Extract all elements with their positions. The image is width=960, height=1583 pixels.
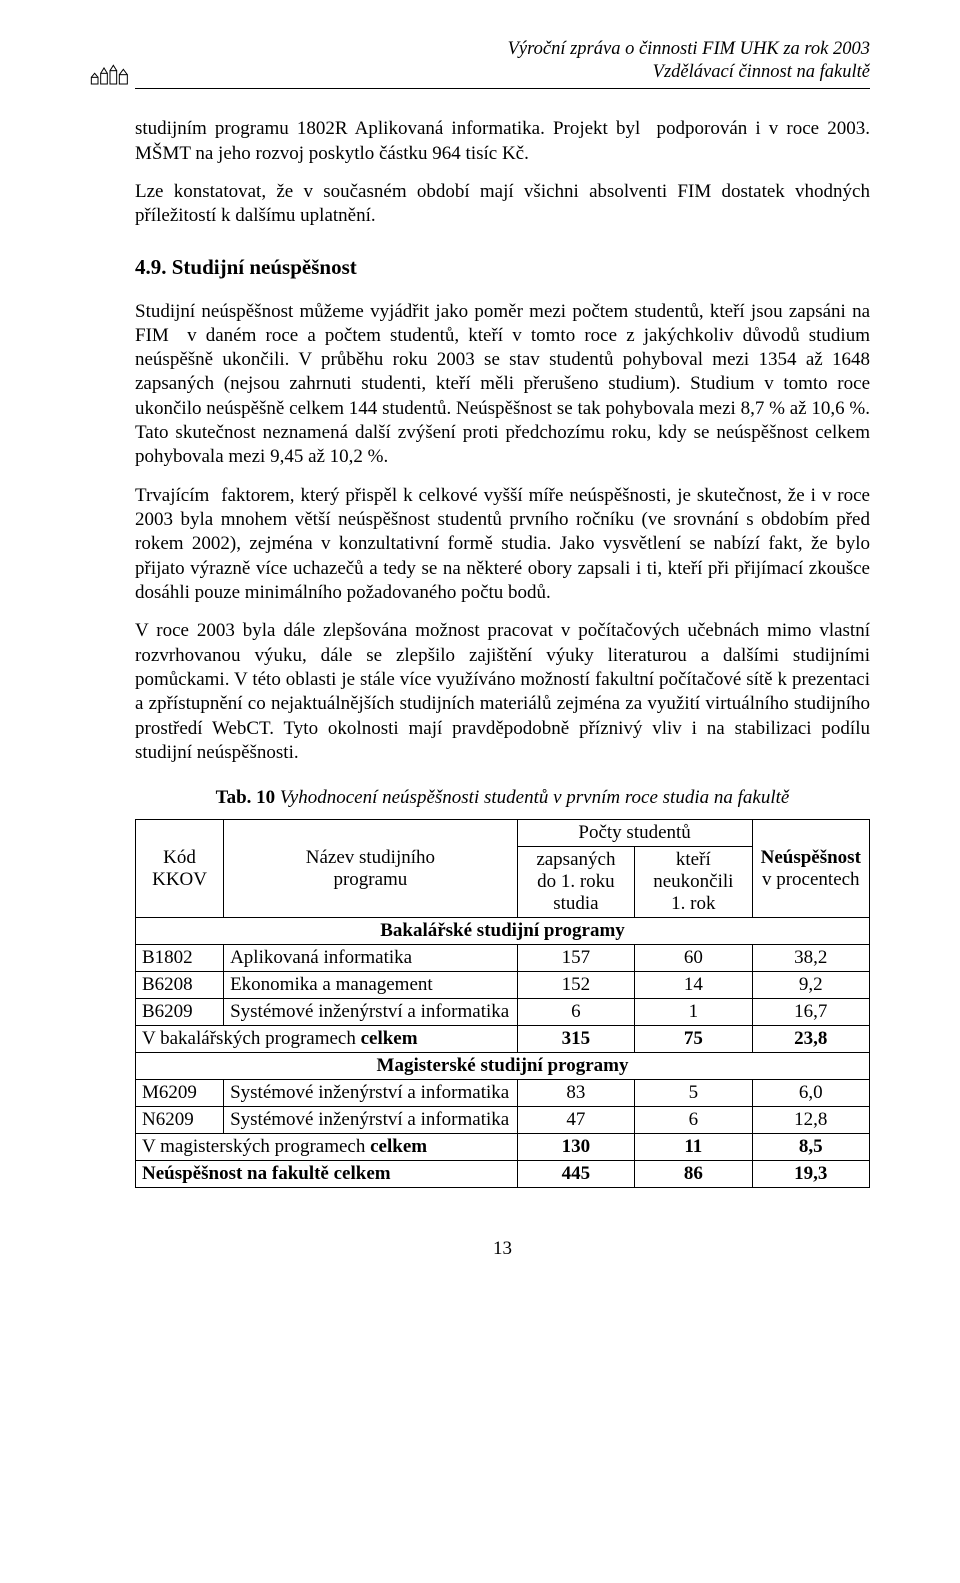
table-row: N6209 Systémové inženýrství a informatik… — [136, 1107, 870, 1134]
th-zapsanych: zapsaných do 1. roku studia — [517, 847, 634, 918]
header-title-1: Výroční zpráva o činnosti FIM UHK za rok… — [135, 38, 870, 61]
table-caption-label: Tab. 10 — [216, 787, 276, 808]
subtotal-row-magisterske: V magisterských programech celkem 130 11… — [136, 1134, 870, 1161]
body-paragraph-2: Trvajícím faktorem, který přispěl k celk… — [135, 484, 870, 606]
table-row: B1802 Aplikovaná informatika 157 60 38,2 — [136, 945, 870, 972]
table-header: Kód KKOV Název studijního programu Počty… — [136, 820, 870, 918]
table-row: B6209 Systémové inženýrství a informatik… — [136, 999, 870, 1026]
table-row: B6208 Ekonomika a management 152 14 9,2 — [136, 972, 870, 999]
body-paragraph-1: Studijní neúspěšnost můžeme vyjádřit jak… — [135, 300, 870, 470]
total-row: Neúspěšnost na fakultě celkem 445 86 19,… — [136, 1161, 870, 1188]
failure-rate-table: Kód KKOV Název studijního programu Počty… — [135, 819, 870, 1188]
th-pocty: Počty studentů — [517, 820, 752, 847]
intro-paragraph-1: studijním programu 1802R Aplikovaná info… — [135, 117, 870, 166]
page-header: Výroční zpráva o činnosti FIM UHK za rok… — [135, 38, 870, 89]
table-caption-title: Vyhodnocení neúspěšnosti studentů v prvn… — [275, 787, 789, 808]
logo-icon — [90, 58, 130, 86]
table-row: M6209 Systémové inženýrství a informatik… — [136, 1080, 870, 1107]
subtotal-row-bakalarske: V bakalářských programech celkem 315 75 … — [136, 1026, 870, 1053]
table-caption: Tab. 10 Vyhodnocení neúspěšnosti student… — [135, 787, 870, 809]
body-paragraph-3: V roce 2003 byla dále zlepšována možnost… — [135, 619, 870, 765]
th-kod: Kód KKOV — [136, 820, 224, 918]
document-page: Výroční zpráva o činnosti FIM UHK za rok… — [0, 0, 960, 1320]
th-neukoncili: kteří neukončili 1. rok — [635, 847, 752, 918]
page-number: 13 — [135, 1238, 870, 1260]
th-nazev: Název studijního programu — [224, 820, 518, 918]
intro-paragraph-2: Lze konstatovat, že v současném období m… — [135, 180, 870, 229]
header-title-2: Vzdělávací činnost na fakultě — [135, 61, 870, 84]
th-neuspesnost: Neúspěšnost v procentech — [752, 820, 869, 918]
section-heading: 4.9. Studijní neúspěšnost — [135, 255, 870, 280]
section-row-bakalarske: Bakalářské studijní programy — [136, 918, 870, 945]
section-row-magisterske: Magisterské studijní programy — [136, 1053, 870, 1080]
